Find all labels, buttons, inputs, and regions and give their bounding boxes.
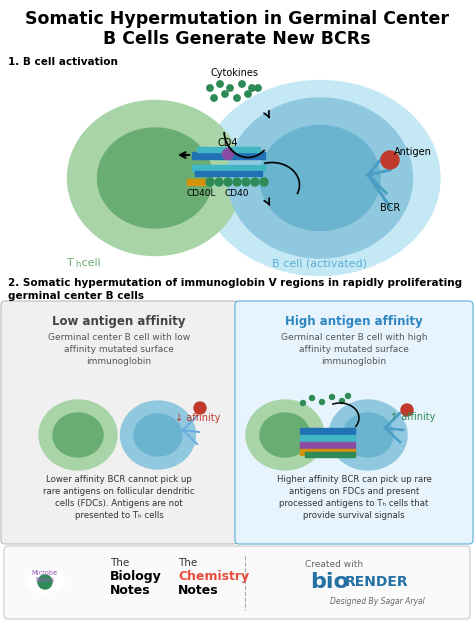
Circle shape xyxy=(339,399,345,404)
Ellipse shape xyxy=(329,400,407,470)
Text: Notes: Notes xyxy=(110,584,151,597)
FancyBboxPatch shape xyxy=(4,546,470,619)
Text: cell: cell xyxy=(78,258,101,268)
Text: Notes: Notes xyxy=(178,584,219,597)
Circle shape xyxy=(401,404,413,416)
Text: CD4: CD4 xyxy=(218,138,238,148)
Circle shape xyxy=(251,178,259,186)
Text: 1. B cell activation: 1. B cell activation xyxy=(8,57,118,67)
Bar xyxy=(187,179,205,185)
Text: Biology: Biology xyxy=(110,570,162,583)
Text: bio: bio xyxy=(310,572,349,592)
Ellipse shape xyxy=(260,413,310,457)
Text: Somatic Hypermutation in Germinal Center: Somatic Hypermutation in Germinal Center xyxy=(25,10,449,28)
Circle shape xyxy=(381,151,399,169)
Ellipse shape xyxy=(53,413,103,457)
Ellipse shape xyxy=(39,400,117,470)
Circle shape xyxy=(217,81,223,88)
Text: 2. Somatic hypermutation of immunoglobin V regions in rapidly proliferating
germ: 2. Somatic hypermutation of immunoglobin… xyxy=(8,278,462,301)
Text: Designed By Sagar Aryal: Designed By Sagar Aryal xyxy=(330,597,425,606)
Ellipse shape xyxy=(246,400,324,470)
Circle shape xyxy=(242,178,250,186)
Text: RENDER: RENDER xyxy=(345,575,409,589)
Circle shape xyxy=(194,402,206,414)
Bar xyxy=(300,428,355,434)
Circle shape xyxy=(260,178,268,186)
Ellipse shape xyxy=(228,98,412,258)
Text: Notes: Notes xyxy=(36,577,55,583)
Text: BCR: BCR xyxy=(380,203,400,213)
Ellipse shape xyxy=(120,401,195,469)
Text: CD40L: CD40L xyxy=(187,189,217,198)
Ellipse shape xyxy=(67,101,243,256)
Text: Higher affinity BCR can pick up rare
antigens on FDCs and present
processed anti: Higher affinity BCR can pick up rare ant… xyxy=(276,475,431,521)
Circle shape xyxy=(215,178,223,186)
FancyBboxPatch shape xyxy=(1,301,237,544)
Circle shape xyxy=(206,178,214,186)
Ellipse shape xyxy=(98,128,212,228)
Ellipse shape xyxy=(25,571,65,593)
Bar xyxy=(300,442,355,448)
Text: High antigen affinity: High antigen affinity xyxy=(285,315,423,328)
Text: h: h xyxy=(75,260,81,269)
Circle shape xyxy=(319,399,325,404)
Text: B Cells Generate New BCRs: B Cells Generate New BCRs xyxy=(103,30,371,48)
Bar xyxy=(197,147,260,152)
Bar xyxy=(195,171,262,176)
Text: The: The xyxy=(178,558,197,568)
Ellipse shape xyxy=(134,414,182,456)
Text: Cytokines: Cytokines xyxy=(211,68,259,78)
Circle shape xyxy=(249,85,255,91)
Text: Germinal center B cell with low
affinity mutated surface
immunoglobin: Germinal center B cell with low affinity… xyxy=(48,333,190,366)
Circle shape xyxy=(245,91,251,98)
Bar xyxy=(305,452,355,457)
Bar xyxy=(192,165,265,171)
Circle shape xyxy=(224,178,232,186)
Text: Lower affinity BCR cannot pick up
rare antigens on follicular dendritic
cells (F: Lower affinity BCR cannot pick up rare a… xyxy=(43,475,195,521)
Circle shape xyxy=(222,149,234,159)
FancyBboxPatch shape xyxy=(235,301,473,544)
Text: The: The xyxy=(110,558,129,568)
Circle shape xyxy=(239,81,245,88)
Circle shape xyxy=(211,95,217,101)
Circle shape xyxy=(301,401,306,406)
Ellipse shape xyxy=(343,413,393,457)
Circle shape xyxy=(310,396,315,401)
Bar xyxy=(300,435,355,441)
Circle shape xyxy=(207,85,213,91)
Circle shape xyxy=(329,394,335,399)
Text: CD40: CD40 xyxy=(225,189,249,198)
Text: T: T xyxy=(67,258,74,268)
Text: Germinal center B cell with high
affinity mutated surface
immunoglobin: Germinal center B cell with high affinit… xyxy=(281,333,427,366)
Circle shape xyxy=(227,85,233,91)
Circle shape xyxy=(233,178,241,186)
Circle shape xyxy=(234,95,240,101)
Ellipse shape xyxy=(260,126,380,231)
Text: ↓ affinity: ↓ affinity xyxy=(175,413,220,423)
Circle shape xyxy=(38,575,52,589)
Text: Low antigen affinity: Low antigen affinity xyxy=(52,315,186,328)
Bar xyxy=(300,449,355,455)
Ellipse shape xyxy=(200,81,440,276)
Circle shape xyxy=(255,85,261,91)
Circle shape xyxy=(346,394,350,399)
Text: Microbe: Microbe xyxy=(32,570,58,576)
Text: B cell (activated): B cell (activated) xyxy=(272,258,367,268)
Bar xyxy=(192,152,265,159)
Text: Chemistry: Chemistry xyxy=(178,570,249,583)
Text: ↑ affinity: ↑ affinity xyxy=(390,412,436,422)
Text: Created with: Created with xyxy=(305,560,363,569)
Text: Antigen: Antigen xyxy=(394,147,432,157)
Circle shape xyxy=(222,91,228,98)
